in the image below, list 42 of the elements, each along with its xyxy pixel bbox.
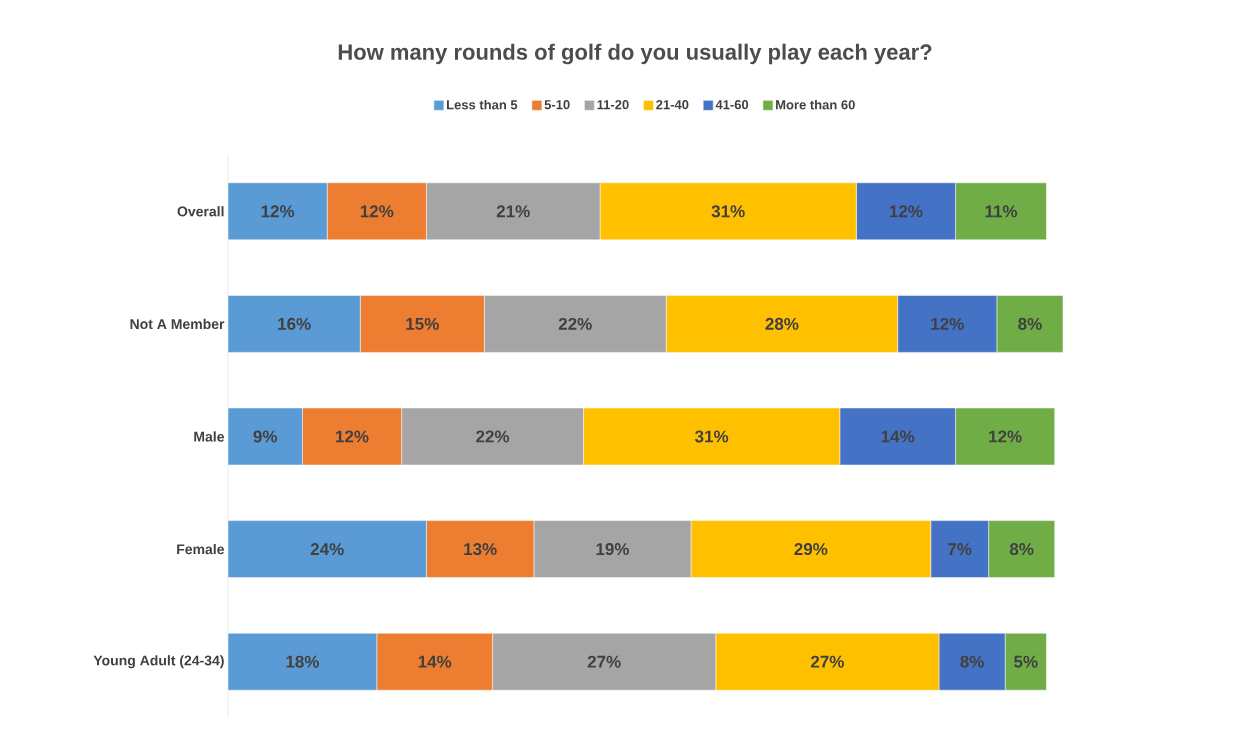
data-label: 12%: [336, 430, 369, 443]
data-label: 22%: [558, 317, 592, 330]
y-tick-label: Female: [177, 543, 224, 555]
y-tick-label: Male: [194, 431, 224, 442]
chart-title: How many rounds of golf do you usually play each year?: [338, 43, 932, 65]
data-label: 18%: [286, 655, 319, 668]
data-label: 8%: [1009, 543, 1034, 556]
data-label: 28%: [765, 317, 799, 330]
data-label: 31%: [695, 430, 729, 443]
data-label: 8%: [960, 655, 984, 668]
data-label: 12%: [261, 205, 295, 218]
data-label: 12%: [889, 205, 923, 218]
legend-label: 11-20: [597, 100, 629, 110]
y-tick-label: Overall: [177, 206, 224, 217]
legend-label: More than 60: [776, 99, 855, 110]
data-label: 12%: [931, 317, 964, 330]
legend-label: 21-40: [656, 100, 689, 110]
data-label: 13%: [464, 543, 497, 556]
data-label: 12%: [360, 205, 394, 218]
y-tick-label: Young Adult (24-34): [93, 655, 224, 669]
data-label: 12%: [989, 430, 1022, 443]
data-label: 9%: [253, 430, 278, 443]
data-label: 16%: [278, 317, 311, 330]
data-label: 24%: [310, 543, 344, 556]
legend-label: 41-60: [715, 100, 749, 110]
legend-label: Less than 5: [446, 99, 518, 110]
data-label: 22%: [476, 430, 510, 443]
data-label: 27%: [810, 655, 844, 668]
data-label: 14%: [881, 430, 915, 443]
data-label: 5%: [1014, 655, 1038, 668]
y-tick-label: Not A Member: [130, 318, 225, 330]
data-label: 21%: [496, 205, 530, 218]
data-label: 7%: [948, 543, 972, 556]
data-label: 15%: [406, 317, 439, 330]
data-label: 14%: [418, 655, 452, 668]
legend-label: 5-10: [544, 100, 570, 110]
data-label: 31%: [711, 205, 745, 218]
data-label: 29%: [794, 543, 828, 556]
data-label: 8%: [1018, 317, 1042, 330]
data-label: 11%: [985, 205, 1018, 218]
data-label: 19%: [596, 543, 629, 556]
data-label: 27%: [587, 655, 621, 668]
